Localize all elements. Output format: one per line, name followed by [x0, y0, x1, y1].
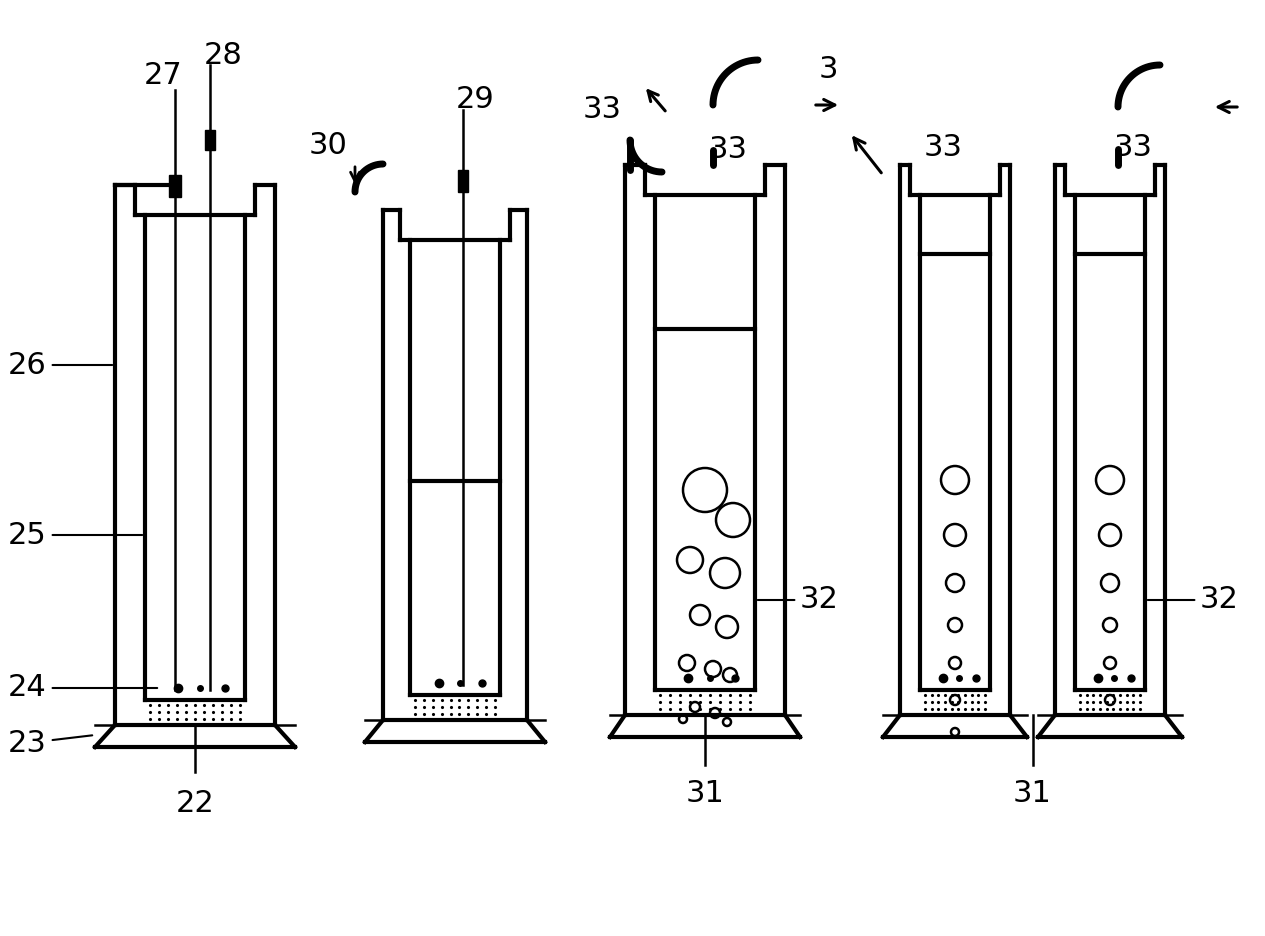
Bar [205, 130, 215, 150]
Text: 32: 32 [758, 586, 839, 615]
Text: 32: 32 [1147, 586, 1238, 615]
Bar [458, 170, 468, 192]
Text: 25: 25 [9, 520, 142, 549]
Text: 22: 22 [176, 789, 214, 818]
Text: 31: 31 [1013, 779, 1052, 808]
Text: 24: 24 [9, 674, 157, 703]
Text: 27: 27 [144, 61, 182, 90]
Text: 26: 26 [9, 350, 113, 379]
Text: 33: 33 [923, 133, 963, 162]
Text: 28: 28 [204, 40, 243, 69]
Text: 33: 33 [1113, 133, 1152, 162]
Text: 31: 31 [686, 779, 725, 808]
Text: 30: 30 [309, 130, 348, 159]
Text: 29: 29 [455, 85, 495, 114]
Text: 3: 3 [818, 55, 837, 84]
Bar [170, 175, 181, 197]
Text: 33: 33 [708, 136, 748, 165]
Text: 23: 23 [8, 728, 92, 757]
Text: 33: 33 [582, 95, 621, 124]
